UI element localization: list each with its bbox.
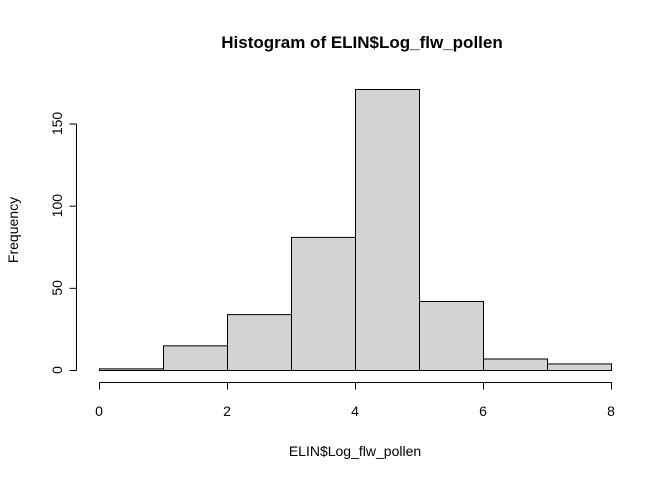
x-tick-label: 4	[351, 403, 359, 419]
x-tick-label: 6	[479, 403, 487, 419]
histogram-bar	[163, 345, 228, 372]
x-tick-label: 2	[223, 403, 231, 419]
x-axis-label: ELIN$Log_flw_pollen	[289, 443, 421, 459]
y-tick-label: 0	[49, 366, 65, 374]
histogram-bar	[99, 368, 164, 371]
bars-group	[99, 89, 612, 372]
y-tick-label: 50	[49, 280, 65, 296]
y-axis: 0 50 100 150	[49, 112, 77, 374]
y-tick-label: 100	[49, 194, 65, 218]
histogram-bar	[419, 300, 484, 371]
histogram-bar	[291, 236, 356, 371]
chart-title: Histogram of ELIN$Log_flw_pollen	[221, 33, 502, 52]
histogram-bar	[355, 89, 420, 371]
x-axis: 0 2 4 6 8	[95, 382, 615, 419]
histogram-bar	[547, 363, 612, 372]
y-tick-label: 150	[49, 112, 65, 136]
x-tick-label: 0	[95, 403, 103, 419]
y-axis-label: Frequency	[5, 197, 21, 263]
histogram-bar	[227, 314, 292, 372]
histogram-bar	[483, 358, 548, 371]
x-tick-label: 8	[607, 403, 615, 419]
